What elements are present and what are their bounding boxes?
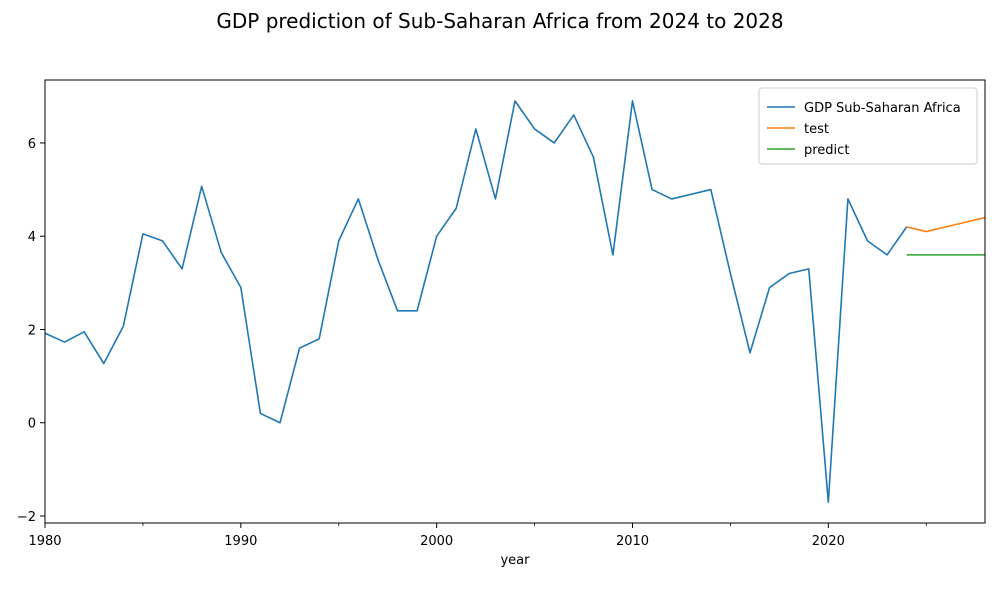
legend-label-1: test (804, 122, 829, 137)
x-tick-label: 2010 (616, 534, 649, 549)
series-line-1 (906, 216, 985, 233)
y-tick-label: 4 (28, 230, 36, 245)
series-line-0 (45, 100, 908, 503)
x-tick-label: 1990 (224, 534, 257, 549)
legend-label-0: GDP Sub-Saharan Africa (804, 101, 961, 116)
x-tick-label: 2000 (420, 534, 453, 549)
axes: 1980 1990 2000 2010 2020 −2 0 2 4 6 (17, 79, 986, 549)
y-tick-label: 2 (28, 323, 36, 338)
legend-label-2: predict (804, 143, 849, 158)
legend-box (758, 87, 978, 165)
legend: GDP Sub-Saharan Africa test predict (758, 87, 978, 165)
x-tick-label: 1980 (28, 534, 61, 549)
plot-frame (44, 79, 986, 524)
y-tick-label: 0 (28, 417, 36, 432)
plot-area (45, 100, 985, 503)
x-tick-label: 2020 (812, 534, 845, 549)
x-axis-title: year (500, 553, 530, 568)
y-tick-label: 6 (28, 137, 36, 152)
y-tick-label: −2 (17, 510, 36, 525)
chart-title: GDP prediction of Sub-Saharan Africa fro… (216, 9, 783, 33)
